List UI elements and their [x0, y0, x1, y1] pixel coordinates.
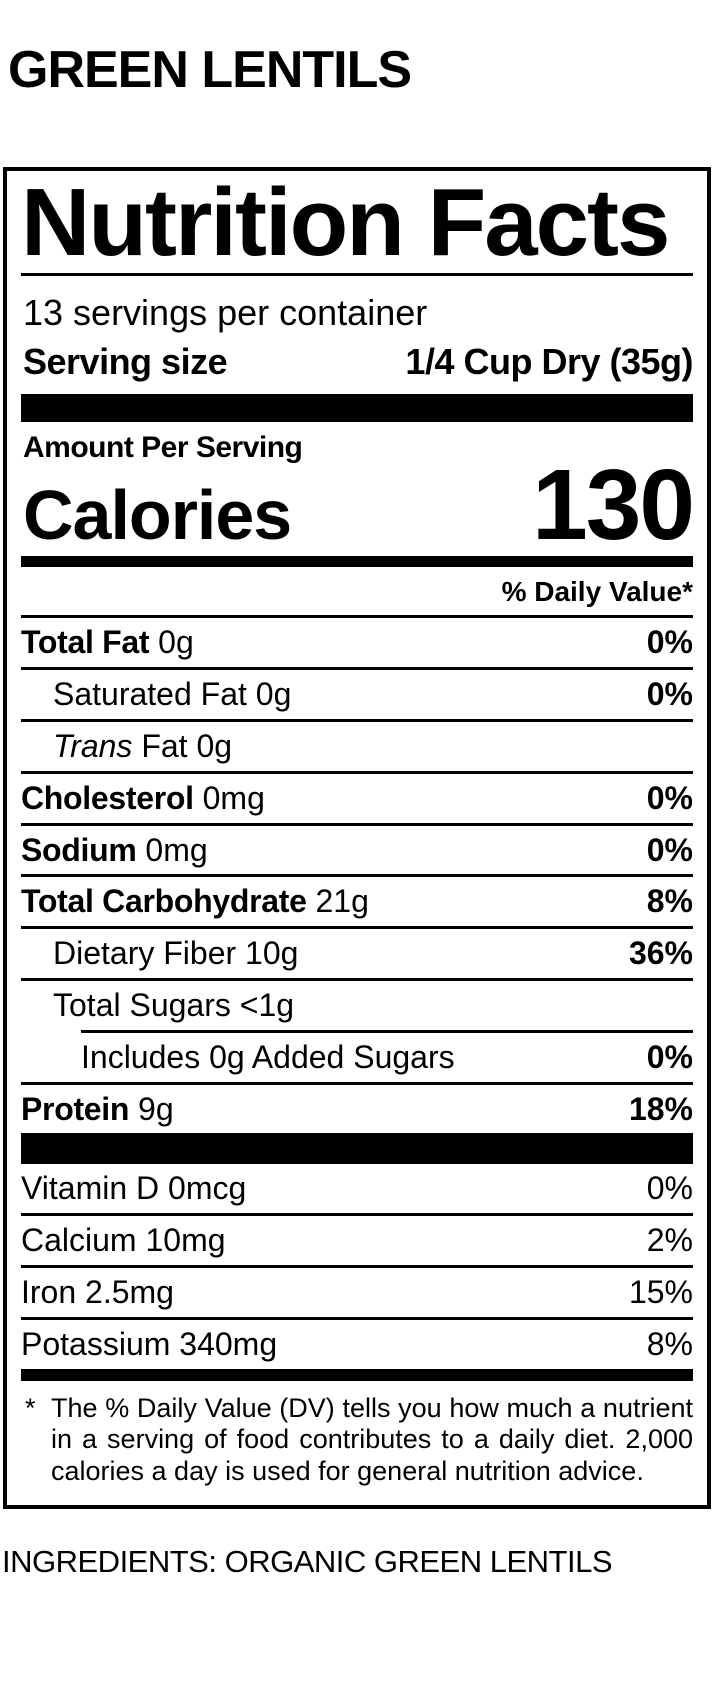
nutrient-dv: 2% — [646, 1222, 693, 1259]
nutrient-name: Trans Fat 0g — [53, 728, 233, 765]
nutrient-dv: 0% — [646, 1038, 693, 1075]
servings-per-container: 13 servings per container — [23, 292, 428, 334]
nutrient-row-total-fat: Total Fat 0g 0% — [21, 618, 693, 671]
label-title: Nutrition Facts — [21, 175, 693, 277]
nutrient-dv: 36% — [628, 935, 693, 972]
nutrient-name: Total Carbohydrate 21g — [21, 883, 369, 920]
micronutrient-row-iron: Iron 2.5mg 15% — [21, 1268, 693, 1320]
nutrient-name: Includes 0g Added Sugars — [81, 1038, 455, 1075]
nutrient-dv: 8% — [646, 883, 693, 920]
nutrient-row-saturated-fat: Saturated Fat 0g 0% — [21, 670, 693, 723]
medium-divider-calories — [21, 555, 693, 567]
nutrient-dv: 0% — [646, 676, 693, 713]
nutrient-dv: 8% — [646, 1325, 693, 1362]
thick-divider-top — [21, 394, 693, 423]
nutrient-dv: 0% — [646, 1170, 693, 1207]
daily-value-header: % Daily Value* — [21, 567, 693, 619]
nutrient-row-added-sugars: Includes 0g Added Sugars 0% — [21, 1033, 693, 1085]
footnote-text: The % Daily Value (DV) tells you how muc… — [51, 1392, 693, 1486]
nutrient-name: Total Sugars <1g — [53, 987, 295, 1024]
medium-divider-footnote — [21, 1368, 693, 1381]
amount-per-serving: Amount Per Serving — [23, 431, 303, 465]
nutrition-facts-label: Nutrition Facts 13 servings per containe… — [3, 167, 711, 1510]
page-title: GREEN LENTILS — [8, 41, 412, 99]
nutrient-name: Iron 2.5mg — [21, 1274, 174, 1311]
serving-size-label: Serving size — [23, 341, 228, 383]
nutrient-row-total-sugars: Total Sugars <1g — [21, 981, 693, 1030]
nutrient-row-dietary-fiber: Dietary Fiber 10g 36% — [21, 929, 693, 982]
nutrient-row-trans-fat: Trans Fat 0g — [21, 722, 693, 774]
serving-size-row: Serving size 1/4 Cup Dry (35g) — [21, 337, 693, 394]
calories-row: Calories 130 — [21, 448, 695, 561]
calories-label: Calories — [23, 475, 292, 554]
nutrient-row-protein: Protein 9g 18% — [21, 1085, 693, 1134]
nutrient-name: Calcium 10mg — [21, 1222, 226, 1259]
nutrient-dv: 0% — [646, 831, 693, 868]
nutrient-dv: 0% — [646, 779, 693, 816]
serving-size-value: 1/4 Cup Dry (35g) — [405, 341, 693, 383]
nutrient-name: Saturated Fat 0g — [53, 676, 292, 713]
indented-divider — [81, 1029, 693, 1033]
nutrient-name: Vitamin D 0mcg — [21, 1170, 247, 1207]
micronutrient-row-potassium: Potassium 340mg 8% — [21, 1320, 693, 1369]
thick-divider-protein — [21, 1133, 693, 1165]
nutrient-row-cholesterol: Cholesterol 0mg 0% — [21, 774, 693, 826]
footnote: * The % Daily Value (DV) tells you how m… — [21, 1381, 693, 1506]
nutrient-name: Total Fat 0g — [21, 624, 194, 661]
nutrient-name: Cholesterol 0mg — [21, 779, 265, 816]
nutrient-name: Sodium 0mg — [21, 831, 208, 868]
calories-value: 130 — [532, 448, 695, 561]
nutrient-name: Protein 9g — [21, 1090, 174, 1127]
nutrient-row-total-carbohydrate: Total Carbohydrate 21g 8% — [21, 877, 693, 930]
nutrient-row-sodium: Sodium 0mg 0% — [21, 826, 693, 878]
nutrient-dv: 18% — [628, 1090, 693, 1127]
nutrient-dv: 15% — [628, 1274, 693, 1311]
micronutrient-row-calcium: Calcium 10mg 2% — [21, 1216, 693, 1269]
micronutrient-row-vitamin-d: Vitamin D 0mcg 0% — [21, 1164, 693, 1217]
ingredients-text: INGREDIENTS: ORGANIC GREEN LENTILS — [2, 1544, 613, 1580]
nutrient-name: Potassium 340mg — [21, 1325, 278, 1362]
nutrient-name: Dietary Fiber 10g — [53, 935, 299, 972]
nutrient-dv: 0% — [646, 624, 693, 661]
footnote-asterisk: * — [25, 1392, 36, 1423]
